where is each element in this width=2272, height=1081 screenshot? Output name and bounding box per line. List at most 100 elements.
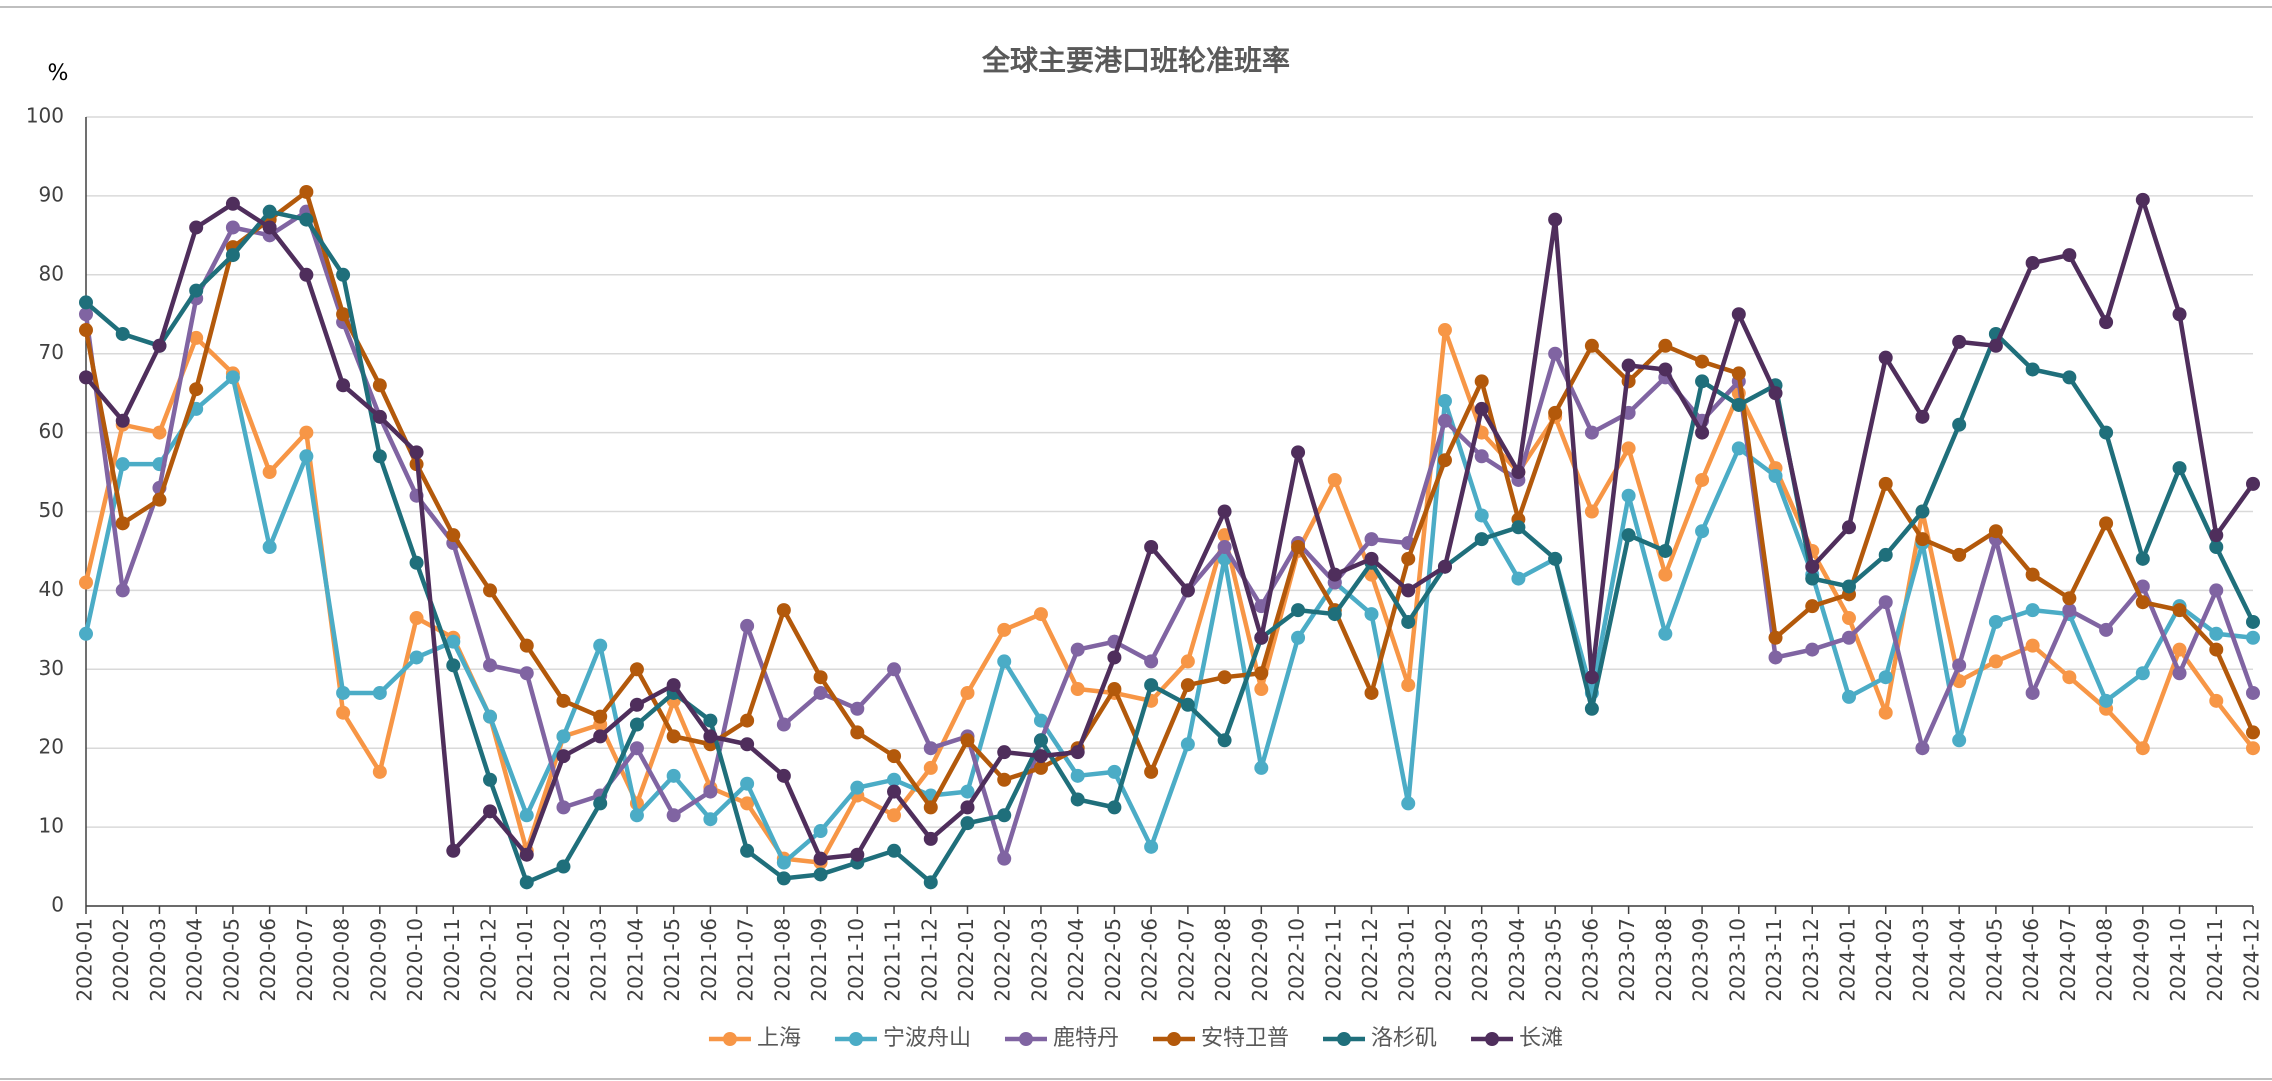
- x-tick-label: 2022-10: [1285, 918, 1309, 1002]
- data-point: [1841, 611, 1856, 626]
- x-tick-label: 2023-07: [1615, 918, 1639, 1002]
- legend-swatch-marker: [848, 1032, 863, 1046]
- x-tick-label: 2024-06: [2019, 918, 2043, 1002]
- data-point: [1180, 654, 1195, 669]
- x-tick-label: 2023-04: [1505, 918, 1529, 1002]
- data-point: [1548, 212, 1563, 227]
- data-point: [1180, 737, 1195, 752]
- data-point: [1291, 540, 1306, 555]
- data-point: [262, 540, 277, 555]
- data-point: [1621, 488, 1636, 503]
- data-point: [1327, 472, 1342, 487]
- data-point: [813, 867, 828, 882]
- data-point: [152, 492, 167, 507]
- x-tick-label: 2020-07: [293, 918, 317, 1002]
- data-point: [960, 733, 975, 748]
- data-point: [1841, 579, 1856, 594]
- data-point: [409, 555, 424, 570]
- data-point: [409, 650, 424, 665]
- legend-swatch-marker: [1485, 1032, 1500, 1046]
- data-point: [2062, 370, 2077, 385]
- x-tick-label: 2021-04: [623, 918, 647, 1002]
- data-point: [556, 749, 571, 764]
- data-point: [1915, 409, 1930, 424]
- data-point: [1731, 441, 1746, 456]
- data-point: [1952, 733, 1967, 748]
- data-point: [1401, 678, 1416, 693]
- data-point: [556, 859, 571, 874]
- data-point: [776, 717, 791, 732]
- x-tick-label: 2021-02: [550, 918, 574, 1002]
- x-tick-label: 2022-08: [1211, 918, 1235, 1002]
- data-point: [1584, 670, 1599, 685]
- data-point: [2062, 670, 2077, 685]
- data-point: [336, 307, 351, 322]
- x-tick-label: 2024-04: [1946, 918, 1970, 1002]
- data-point: [593, 796, 608, 811]
- data-point: [1841, 520, 1856, 535]
- x-tick-label: 2022-12: [1358, 918, 1382, 1002]
- data-point: [666, 729, 681, 744]
- data-point: [372, 378, 387, 393]
- data-point: [79, 307, 93, 322]
- data-point: [1878, 350, 1893, 365]
- series-line: [84, 209, 2256, 885]
- x-tick-label: 2022-06: [1138, 918, 1162, 1002]
- y-tick-label: 0: [51, 893, 64, 917]
- data-point: [1254, 760, 1269, 775]
- data-point: [1805, 559, 1820, 574]
- x-tick-label: 2023-01: [1395, 918, 1419, 1002]
- data-point: [519, 808, 534, 823]
- data-point: [1401, 551, 1416, 566]
- data-point: [813, 670, 828, 685]
- y-tick-label: 80: [39, 261, 64, 285]
- data-point: [1437, 394, 1452, 409]
- y-tick-label: 70: [39, 340, 64, 364]
- data-point: [1952, 334, 1967, 349]
- data-point: [2135, 666, 2150, 681]
- data-point: [1107, 682, 1122, 697]
- data-point: [336, 705, 351, 720]
- data-point: [629, 717, 644, 732]
- x-tick-label: 2022-02: [991, 918, 1015, 1002]
- x-tick-label: 2022-07: [1174, 918, 1198, 1002]
- data-point: [1658, 567, 1673, 582]
- legend-swatch-marker: [1337, 1032, 1352, 1046]
- data-point: [1144, 678, 1159, 693]
- data-point: [2025, 567, 2040, 582]
- data-point: [189, 220, 204, 235]
- data-point: [225, 370, 240, 385]
- data-point: [593, 638, 608, 653]
- data-point: [960, 816, 975, 831]
- data-point: [1695, 472, 1710, 487]
- data-point: [593, 729, 608, 744]
- data-point: [1217, 670, 1232, 685]
- data-point: [1254, 666, 1269, 681]
- data-point: [666, 768, 681, 783]
- legend-label: 上海: [757, 1026, 801, 1051]
- data-point: [1695, 354, 1710, 369]
- data-point: [1107, 800, 1122, 815]
- data-point: [262, 465, 277, 480]
- data-point: [1291, 630, 1306, 645]
- data-point: [997, 808, 1012, 823]
- legend: 上海 宁波舟山 鹿特丹 安特卫普 洛杉矶 长滩: [708, 1026, 1563, 1051]
- data-point: [923, 875, 938, 890]
- data-point: [1364, 685, 1379, 700]
- x-tick-label: 2021-05: [660, 918, 684, 1002]
- data-point: [1731, 366, 1746, 381]
- data-point: [115, 413, 130, 428]
- data-point: [483, 709, 498, 724]
- data-point: [1180, 678, 1195, 693]
- x-tick-label: 2020-06: [256, 918, 280, 1002]
- data-point: [1254, 630, 1269, 645]
- data-point: [225, 248, 240, 263]
- data-point: [1070, 642, 1085, 657]
- data-point: [483, 772, 498, 787]
- data-point: [1474, 401, 1489, 416]
- data-point: [740, 618, 755, 633]
- data-point: [997, 745, 1012, 760]
- data-point: [2246, 725, 2260, 740]
- data-point: [850, 847, 865, 862]
